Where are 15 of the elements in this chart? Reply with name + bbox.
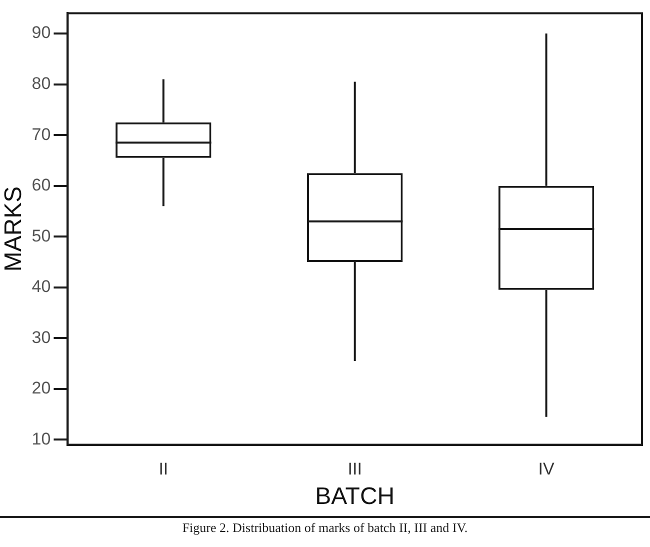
y-tick-label: 20 [32, 378, 51, 398]
y-tick-label: 10 [32, 429, 51, 448]
x-tick-label: III [348, 460, 362, 479]
y-tick-label: 40 [32, 277, 51, 296]
y-tick-label: 80 [32, 74, 51, 93]
y-tick-label: 60 [32, 176, 51, 195]
y-tick-label: 90 [32, 23, 51, 42]
y-axis-title: MARKS [0, 186, 28, 272]
y-tick-label: 30 [32, 328, 51, 347]
y-tick-label: 50 [32, 226, 51, 246]
x-tick-label: IV [538, 460, 555, 479]
y-tick-label: 70 [32, 124, 51, 144]
x-tick-label: II [158, 460, 168, 479]
x-axis-title: BATCH [315, 483, 395, 510]
caption: Figure 2. Distribuation of marks of batch II, III and IV. [181, 520, 469, 536]
